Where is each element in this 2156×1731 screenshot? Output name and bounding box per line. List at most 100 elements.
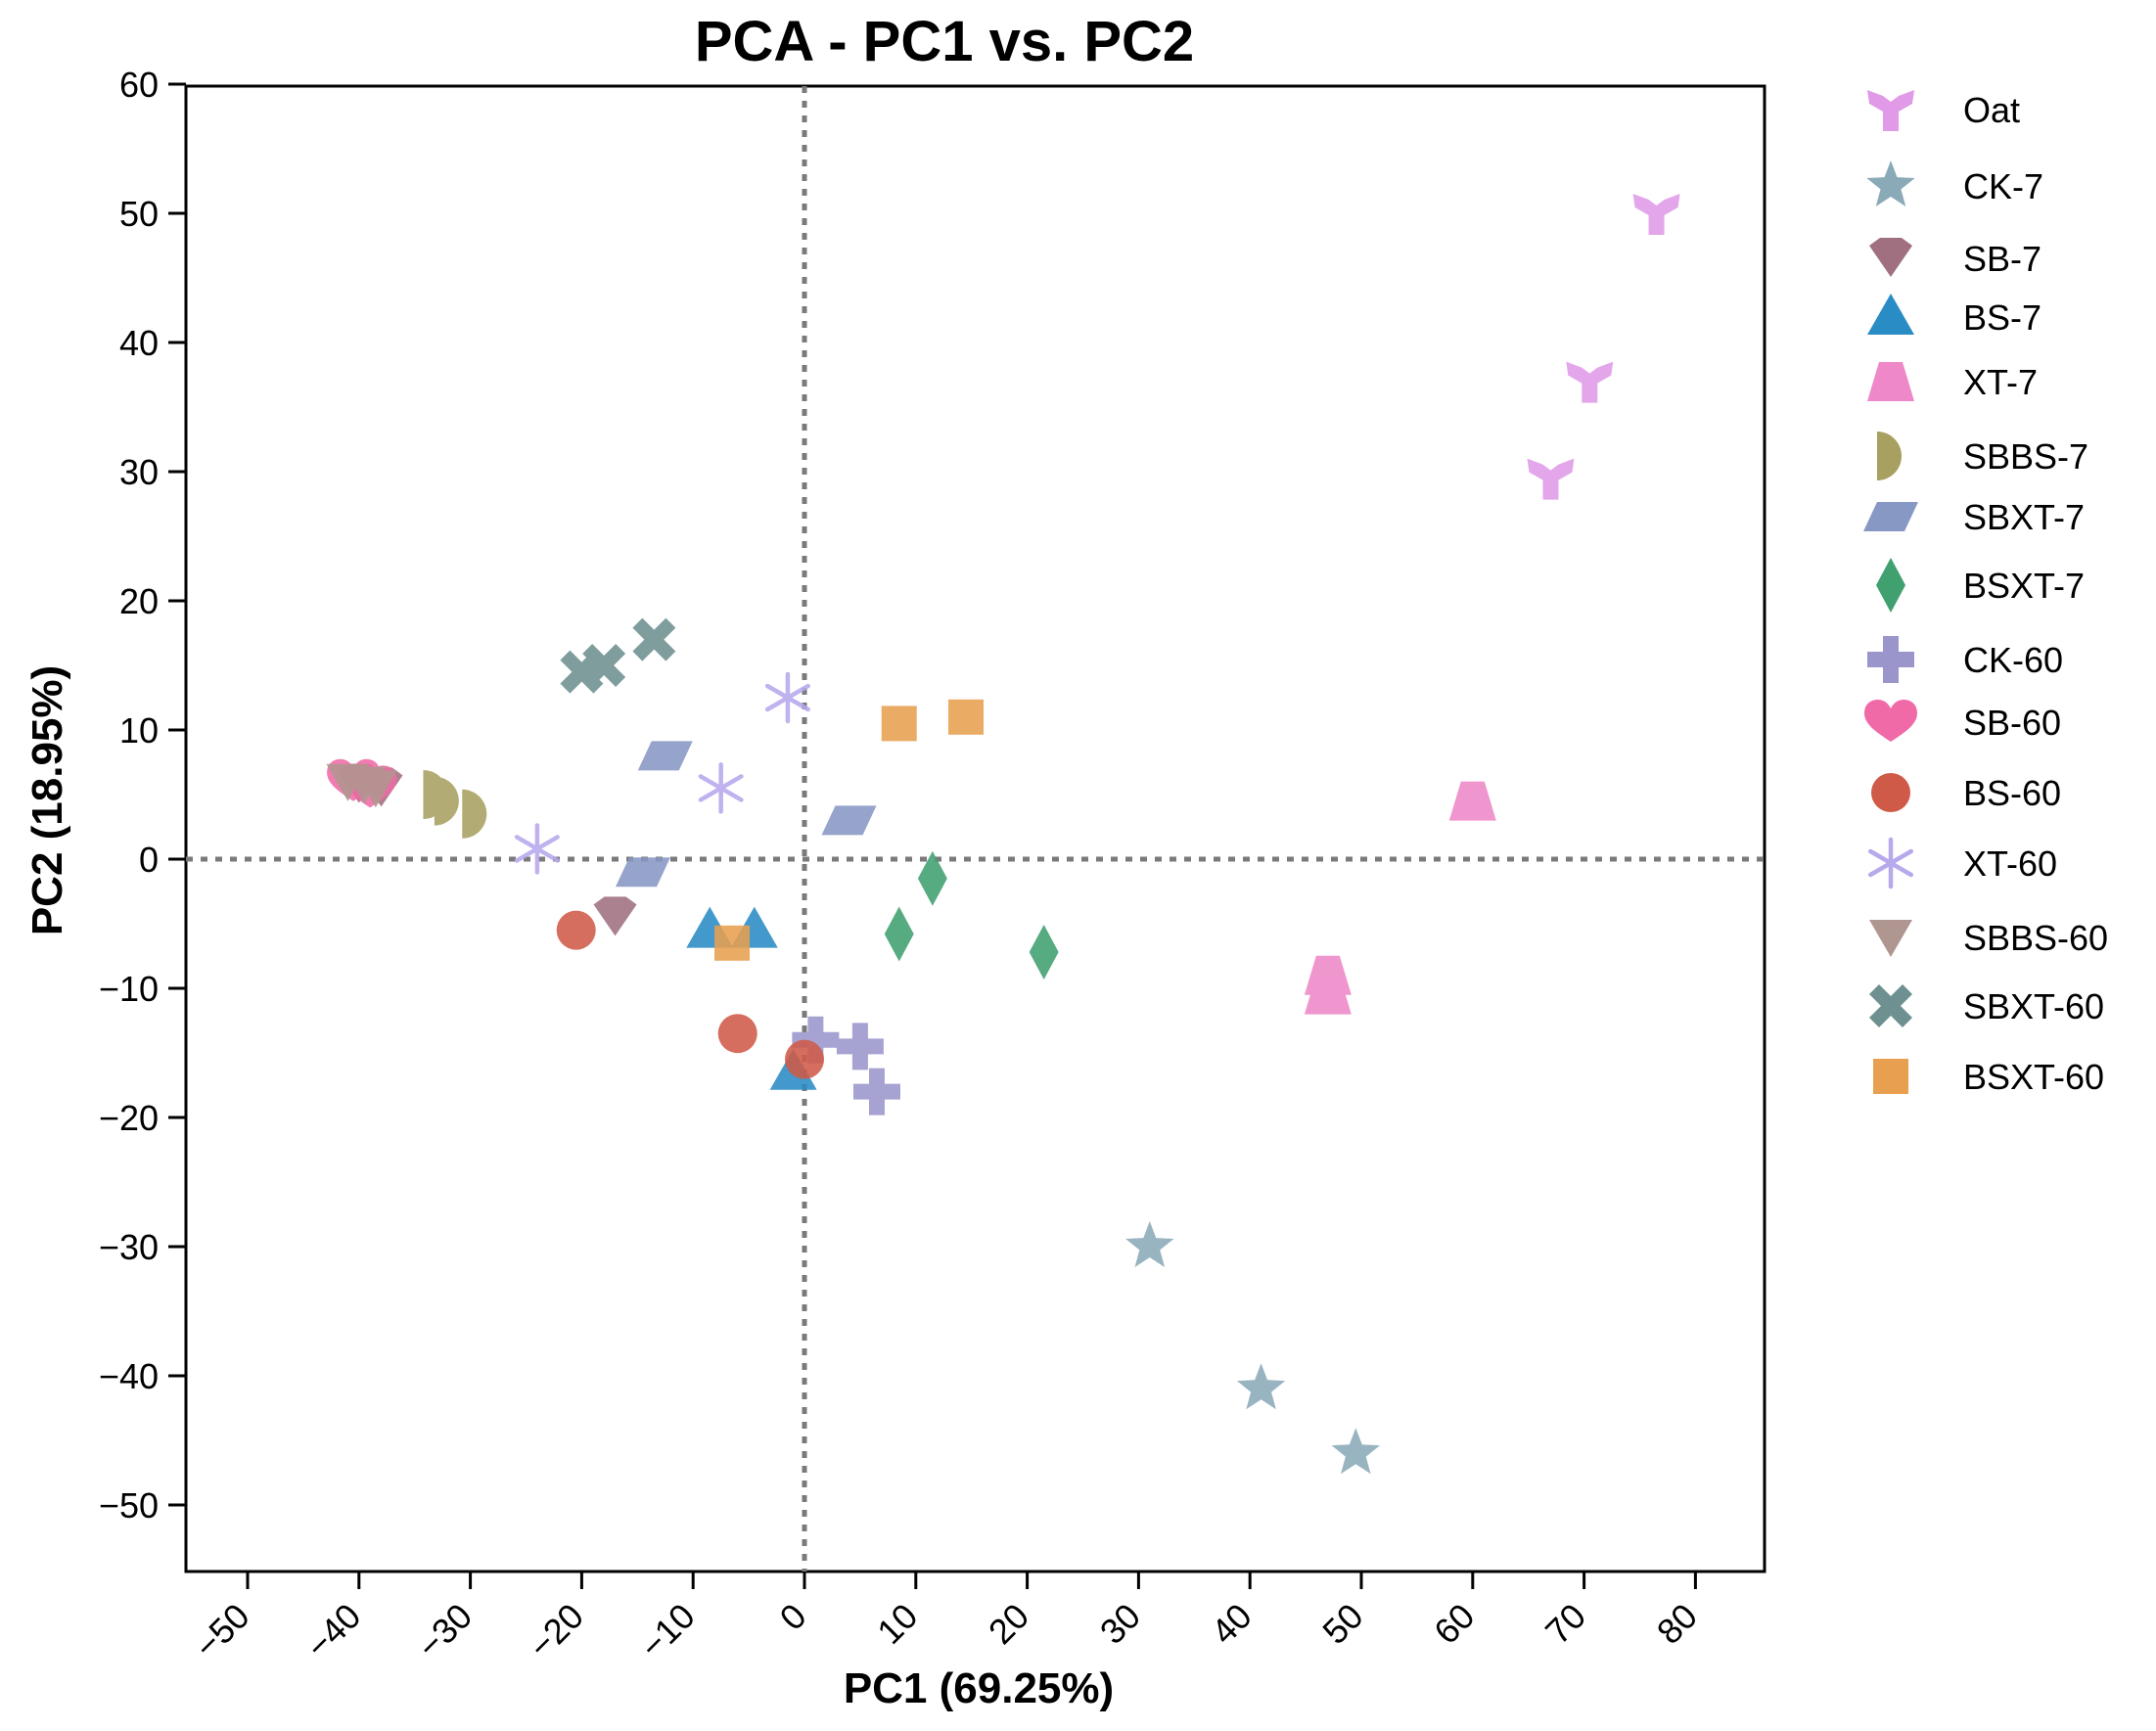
legend: Oat CK-7 SB-7 BS-7 XT-7 SBBS-7 SBXT-7 BSXT-7 CK-… (1863, 90, 2108, 1097)
x-tick-label: 40 (1204, 1596, 1260, 1652)
x-tick-label: 50 (1314, 1596, 1370, 1652)
point-sbxt-60 (632, 617, 676, 661)
legend-label-sbxt-60: SBXT-60 (1963, 986, 2104, 1026)
legend-label-sbbs-7: SBBS-7 (1963, 436, 2088, 477)
x-tick-label: 80 (1649, 1596, 1705, 1652)
plot-area (184, 84, 1766, 1573)
point-xt-60 (514, 823, 560, 875)
legend-label-xt-60: XT-60 (1963, 843, 2057, 884)
legend-label-ck-7: CK-7 (1963, 166, 2043, 206)
point-ck-60 (792, 1016, 840, 1064)
x-tick-label: −20 (521, 1596, 591, 1666)
series-sbxt-60 (560, 617, 676, 694)
legend-label-ck-60: CK-60 (1963, 640, 2063, 680)
series-oat (1527, 194, 1680, 500)
legend-label-sb-60: SB-60 (1963, 703, 2061, 743)
y-tick-label: 40 (119, 323, 159, 363)
point-ck-60 (852, 1068, 900, 1116)
x-tick-label: 20 (981, 1596, 1036, 1652)
legend-marker-bsxt-7 (1876, 558, 1905, 613)
point-sb-7 (593, 896, 637, 936)
point-xt-60 (698, 762, 744, 814)
legend-marker-bsxt-60 (1873, 1059, 1908, 1094)
legend-marker-bs-7 (1867, 294, 1914, 335)
legend-marker-sbbs-7 (1877, 432, 1902, 480)
series-bsxt-7 (884, 850, 1059, 980)
point-sbbs-7 (462, 789, 487, 839)
legend-label-oat: Oat (1963, 90, 2020, 130)
x-axis: −50 −40 −30 −20 −10 0 10 20 30 40 50 60 70 80 (186, 1572, 1705, 1666)
point-bsxt-60 (881, 706, 917, 742)
y-axis-label: PC2 (18.95%) (23, 665, 71, 935)
legend-label-xt-7: XT-7 (1963, 362, 2038, 402)
legend-marker-sbbs-60 (1869, 920, 1912, 957)
point-sbbs-60 (353, 770, 397, 808)
point-sbbs-7 (434, 776, 459, 826)
y-tick-label: −20 (99, 1098, 159, 1138)
series-sbbs-60 (326, 763, 397, 808)
legend-label-bsxt-7: BSXT-7 (1963, 566, 2085, 606)
y-axis: 60 50 40 30 20 10 0 −10 −20 −30 −40 −50 (99, 65, 186, 1526)
legend-marker-sb-60 (1864, 700, 1917, 742)
point-sbxt-7 (615, 857, 670, 888)
y-tick-label: −30 (99, 1227, 159, 1267)
series-ck-60 (792, 1016, 900, 1116)
point-ck-7 (1125, 1221, 1174, 1268)
y-tick-label: 0 (139, 840, 159, 880)
data-points (326, 194, 1680, 1475)
x-tick-label: 0 (772, 1596, 814, 1638)
x-axis-label: PC1 (69.25%) (844, 1664, 1114, 1712)
y-tick-label: 50 (119, 194, 159, 234)
series-sbxt-7 (615, 741, 877, 888)
legend-label-bs-60: BS-60 (1963, 773, 2061, 813)
point-bsxt-7 (917, 850, 947, 906)
point-xt-7 (1448, 781, 1496, 821)
point-ck-7 (1236, 1363, 1286, 1410)
point-sbxt-7 (821, 805, 877, 836)
y-tick-label: −40 (99, 1356, 159, 1396)
x-tick-label: 30 (1092, 1596, 1148, 1652)
point-bsxt-7 (884, 906, 914, 962)
point-xt-60 (764, 671, 810, 724)
point-ck-7 (1331, 1428, 1381, 1475)
legend-marker-ck-7 (1866, 160, 1915, 207)
legend-marker-sb-7 (1869, 238, 1912, 277)
point-oat (1632, 194, 1680, 235)
chart-title: PCA - PC1 vs. PC2 (695, 10, 1194, 73)
legend-label-sbbs-60: SBBS-60 (1963, 918, 2108, 958)
series-bs-60 (556, 910, 824, 1079)
legend-marker-sbxt-7 (1863, 502, 1918, 531)
y-tick-label: −10 (99, 969, 159, 1009)
point-sbxt-60 (582, 644, 626, 687)
plot-frame (184, 84, 1766, 1573)
series-ck-7 (1125, 1221, 1381, 1475)
legend-marker-bs-60 (1871, 773, 1910, 812)
series-bsxt-60 (714, 699, 985, 961)
legend-label-bs-7: BS-7 (1963, 297, 2041, 338)
point-bsxt-7 (1029, 925, 1059, 980)
point-bs-60 (785, 1039, 824, 1079)
legend-marker-sbxt-60 (1869, 984, 1912, 1027)
x-tick-label: 10 (869, 1596, 925, 1652)
legend-marker-ck-60 (1867, 636, 1914, 683)
x-tick-label: −10 (632, 1596, 703, 1666)
point-bsxt-60 (714, 925, 751, 961)
legend-label-sbxt-7: SBXT-7 (1963, 497, 2085, 537)
y-tick-label: −50 (99, 1485, 159, 1526)
x-tick-label: −30 (409, 1596, 480, 1666)
x-tick-label: −50 (186, 1596, 256, 1666)
y-tick-label: 20 (119, 581, 159, 621)
legend-label-bsxt-60: BSXT-60 (1963, 1057, 2104, 1097)
legend-marker-xt-60 (1867, 837, 1914, 889)
series-xt-60 (514, 671, 810, 875)
legend-label-sb-7: SB-7 (1963, 239, 2041, 279)
legend-marker-xt-7 (1867, 362, 1914, 401)
series-xt-7 (1304, 781, 1496, 1015)
series-sbbs-7 (423, 770, 487, 839)
point-oat (1527, 458, 1575, 500)
y-tick-label: 10 (119, 710, 159, 751)
point-oat (1566, 361, 1614, 403)
point-xt-7 (1304, 975, 1352, 1015)
